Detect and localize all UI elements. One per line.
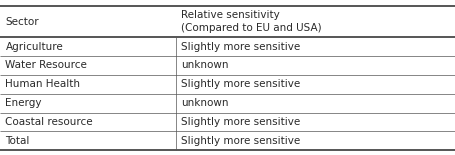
Text: unknown: unknown (181, 60, 228, 71)
Text: Slightly more sensitive: Slightly more sensitive (181, 79, 300, 89)
Text: Slightly more sensitive: Slightly more sensitive (181, 136, 300, 146)
Text: Sector: Sector (5, 17, 39, 27)
Text: Water Resource: Water Resource (5, 60, 87, 71)
Text: Slightly more sensitive: Slightly more sensitive (181, 117, 300, 127)
Text: Energy: Energy (5, 98, 42, 108)
Text: Relative sensitivity
(Compared to EU and USA): Relative sensitivity (Compared to EU and… (181, 10, 321, 33)
Text: Slightly more sensitive: Slightly more sensitive (181, 42, 300, 52)
Text: Agriculture: Agriculture (5, 42, 63, 52)
Text: Total: Total (5, 136, 30, 146)
Text: unknown: unknown (181, 98, 228, 108)
Text: Coastal resource: Coastal resource (5, 117, 93, 127)
Text: Human Health: Human Health (5, 79, 80, 89)
